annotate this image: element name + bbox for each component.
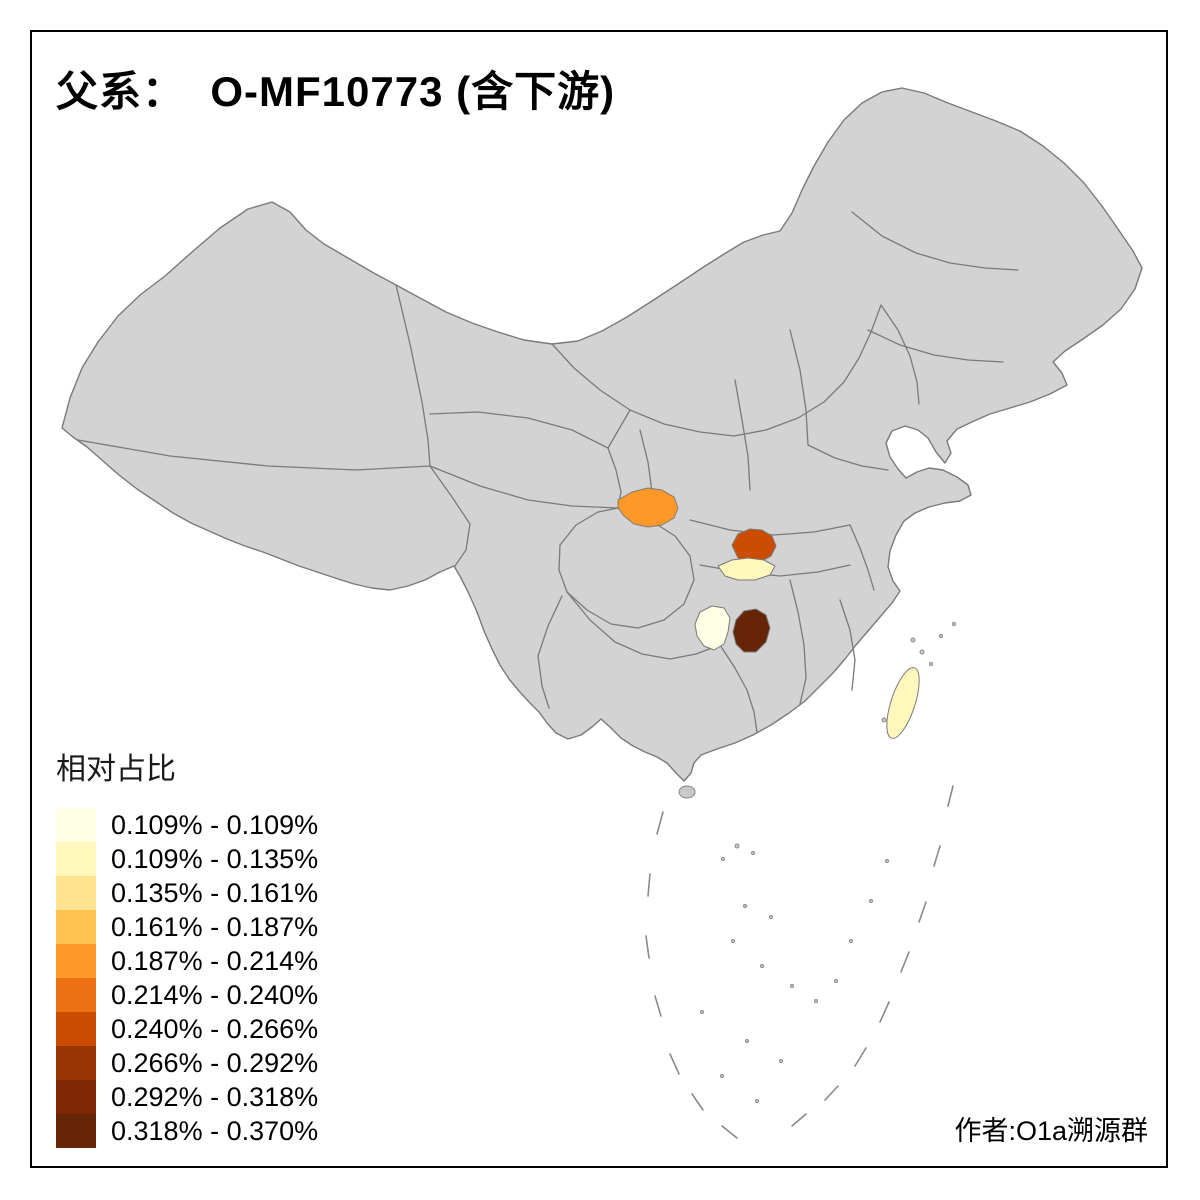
legend-swatch bbox=[56, 1080, 96, 1114]
legend-swatch bbox=[56, 910, 96, 944]
highlight-region-1 bbox=[617, 487, 679, 528]
hainan-island bbox=[678, 785, 696, 799]
legend-label: 0.161% - 0.187% bbox=[111, 911, 319, 942]
author-credit: 作者:O1a溯源群 bbox=[954, 1116, 1148, 1146]
highlight-region-4 bbox=[694, 605, 731, 651]
legend: 相对占比 0.109% - 0.109% 0.109% - 0.135% 0.135… bbox=[56, 744, 318, 1148]
legend-row: 0.135% - 0.161% bbox=[56, 876, 318, 910]
coastal-islands bbox=[678, 622, 956, 799]
legend-rows: 0.109% - 0.109% 0.109% - 0.135% 0.135% - 0… bbox=[56, 808, 318, 1148]
highlight-region-3 bbox=[717, 557, 776, 581]
highlighted-regions bbox=[617, 487, 920, 739]
south-china-sea-islands bbox=[700, 843, 889, 1103]
highlight-region-5 bbox=[732, 608, 771, 653]
legend-swatch bbox=[56, 978, 96, 1012]
legend-swatch bbox=[56, 808, 96, 842]
legend-swatch bbox=[56, 1012, 96, 1046]
legend-row: 0.318% - 0.370% bbox=[56, 1114, 318, 1148]
legend-label: 0.292% - 0.318% bbox=[111, 1081, 319, 1112]
legend-label: 0.266% - 0.292% bbox=[111, 1047, 319, 1078]
legend-swatch bbox=[56, 876, 96, 910]
legend-label: 0.135% - 0.161% bbox=[111, 877, 319, 908]
legend-row: 0.240% - 0.266% bbox=[56, 1012, 318, 1046]
legend-row: 0.109% - 0.135% bbox=[56, 842, 318, 876]
legend-swatch bbox=[56, 1114, 96, 1148]
legend-row: 0.266% - 0.292% bbox=[56, 1046, 318, 1080]
legend-label: 0.109% - 0.135% bbox=[111, 843, 319, 874]
legend-label: 0.109% - 0.109% bbox=[111, 809, 319, 840]
legend-swatch bbox=[56, 944, 96, 978]
legend-row: 0.214% - 0.240% bbox=[56, 978, 318, 1012]
legend-label: 0.187% - 0.214% bbox=[111, 945, 319, 976]
province-borders bbox=[77, 211, 1019, 733]
legend-row: 0.109% - 0.109% bbox=[56, 808, 318, 842]
legend-label: 0.214% - 0.240% bbox=[111, 979, 319, 1010]
legend-row: 0.187% - 0.214% bbox=[56, 944, 318, 978]
legend-swatch bbox=[56, 1046, 96, 1080]
legend-title: 相对占比 bbox=[56, 753, 176, 786]
legend-row: 0.292% - 0.318% bbox=[56, 1080, 318, 1114]
legend-swatch bbox=[56, 842, 96, 876]
map-title: 父系： O-MF10773 (含下游) bbox=[56, 68, 616, 115]
mainland bbox=[61, 87, 1143, 782]
taiwan-island bbox=[886, 667, 920, 739]
nine-dash-line bbox=[645, 785, 954, 1139]
legend-label: 0.318% - 0.370% bbox=[111, 1115, 319, 1146]
legend-label: 0.240% - 0.266% bbox=[111, 1013, 319, 1044]
legend-row: 0.161% - 0.187% bbox=[56, 910, 318, 944]
